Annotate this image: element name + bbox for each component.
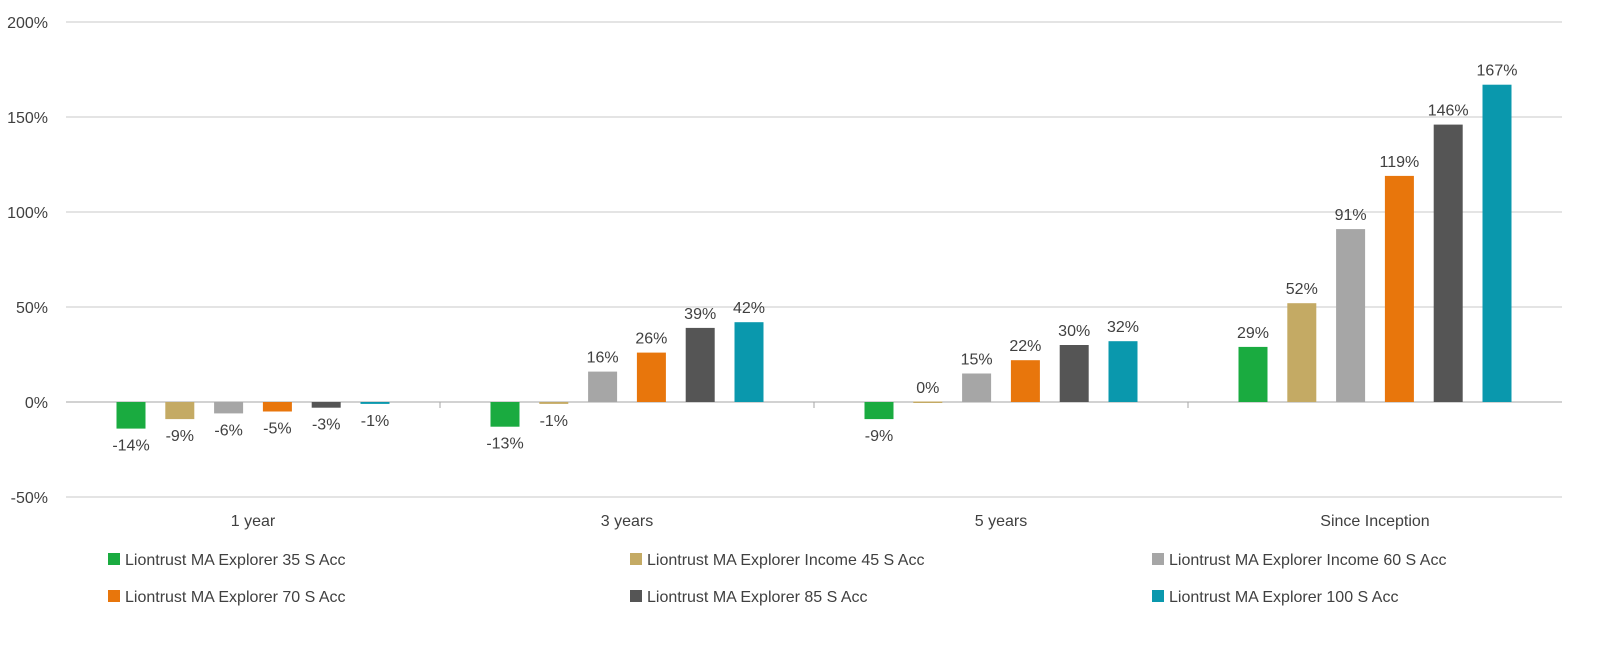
bar (165, 402, 195, 420)
bar (539, 402, 569, 404)
data-label: 146% (1428, 103, 1469, 120)
data-label: 52% (1286, 281, 1318, 298)
bar (262, 402, 292, 412)
legend-swatch (630, 590, 642, 602)
bar (1059, 345, 1089, 402)
y-tick-label: 0% (25, 395, 48, 412)
bar (1336, 229, 1366, 402)
data-label: -3% (312, 417, 340, 434)
category-label: Since Inception (1320, 513, 1429, 530)
bar (962, 373, 992, 402)
legend-label: Liontrust MA Explorer 100 S Acc (1169, 589, 1398, 606)
bar (913, 401, 943, 403)
data-label: 30% (1058, 323, 1090, 340)
legend-swatch (108, 553, 120, 565)
bar (1108, 341, 1138, 402)
data-label: 26% (635, 331, 667, 348)
data-label: 0% (916, 380, 939, 397)
bar (116, 402, 146, 429)
data-label: 15% (961, 352, 993, 369)
bar (1010, 360, 1040, 402)
bar (588, 371, 618, 402)
y-tick-label: -50% (11, 490, 48, 507)
data-label: -14% (112, 438, 149, 455)
data-label: -1% (540, 413, 568, 430)
bar (1287, 303, 1317, 402)
category-label: 5 years (975, 513, 1027, 530)
legend-swatch (1152, 590, 1164, 602)
legend-label: Liontrust MA Explorer Income 60 S Acc (1169, 552, 1446, 569)
bar (490, 402, 520, 427)
bar (685, 327, 715, 402)
bar (1482, 84, 1512, 402)
data-label: 167% (1477, 63, 1518, 80)
category-label: 1 year (231, 513, 276, 530)
data-label: 16% (587, 350, 619, 367)
y-tick-label: 150% (7, 110, 48, 127)
data-label: -9% (865, 428, 893, 445)
legend-swatch (630, 553, 642, 565)
y-tick-label: 50% (16, 300, 48, 317)
legend-label: Liontrust MA Explorer 85 S Acc (647, 589, 868, 606)
legend-swatch (108, 590, 120, 602)
bar (1384, 175, 1414, 402)
bar (1433, 124, 1463, 402)
data-label: 22% (1009, 338, 1041, 355)
y-tick-label: 100% (7, 205, 48, 222)
data-label: 29% (1237, 325, 1269, 342)
legend-swatch (1152, 553, 1164, 565)
bar (360, 402, 390, 404)
data-label: -9% (166, 428, 194, 445)
y-tick-label: 200% (7, 15, 48, 32)
data-label: 119% (1380, 154, 1420, 171)
data-label: -13% (486, 436, 523, 453)
data-label: -6% (214, 422, 242, 439)
bar (214, 402, 244, 414)
data-label: 42% (733, 300, 765, 317)
data-label: 39% (684, 306, 716, 323)
legend-label: Liontrust MA Explorer 35 S Acc (125, 552, 346, 569)
data-label: -5% (263, 421, 291, 438)
bar (636, 352, 666, 402)
data-label: -1% (361, 413, 389, 430)
legend-label: Liontrust MA Explorer Income 45 S Acc (647, 552, 924, 569)
bar (734, 322, 764, 402)
category-label: 3 years (601, 513, 653, 530)
bar (864, 402, 894, 420)
bar (311, 402, 341, 408)
data-label: 32% (1107, 319, 1139, 336)
data-label: 91% (1335, 207, 1367, 224)
legend-label: Liontrust MA Explorer 70 S Acc (125, 589, 346, 606)
bar (1238, 346, 1268, 402)
